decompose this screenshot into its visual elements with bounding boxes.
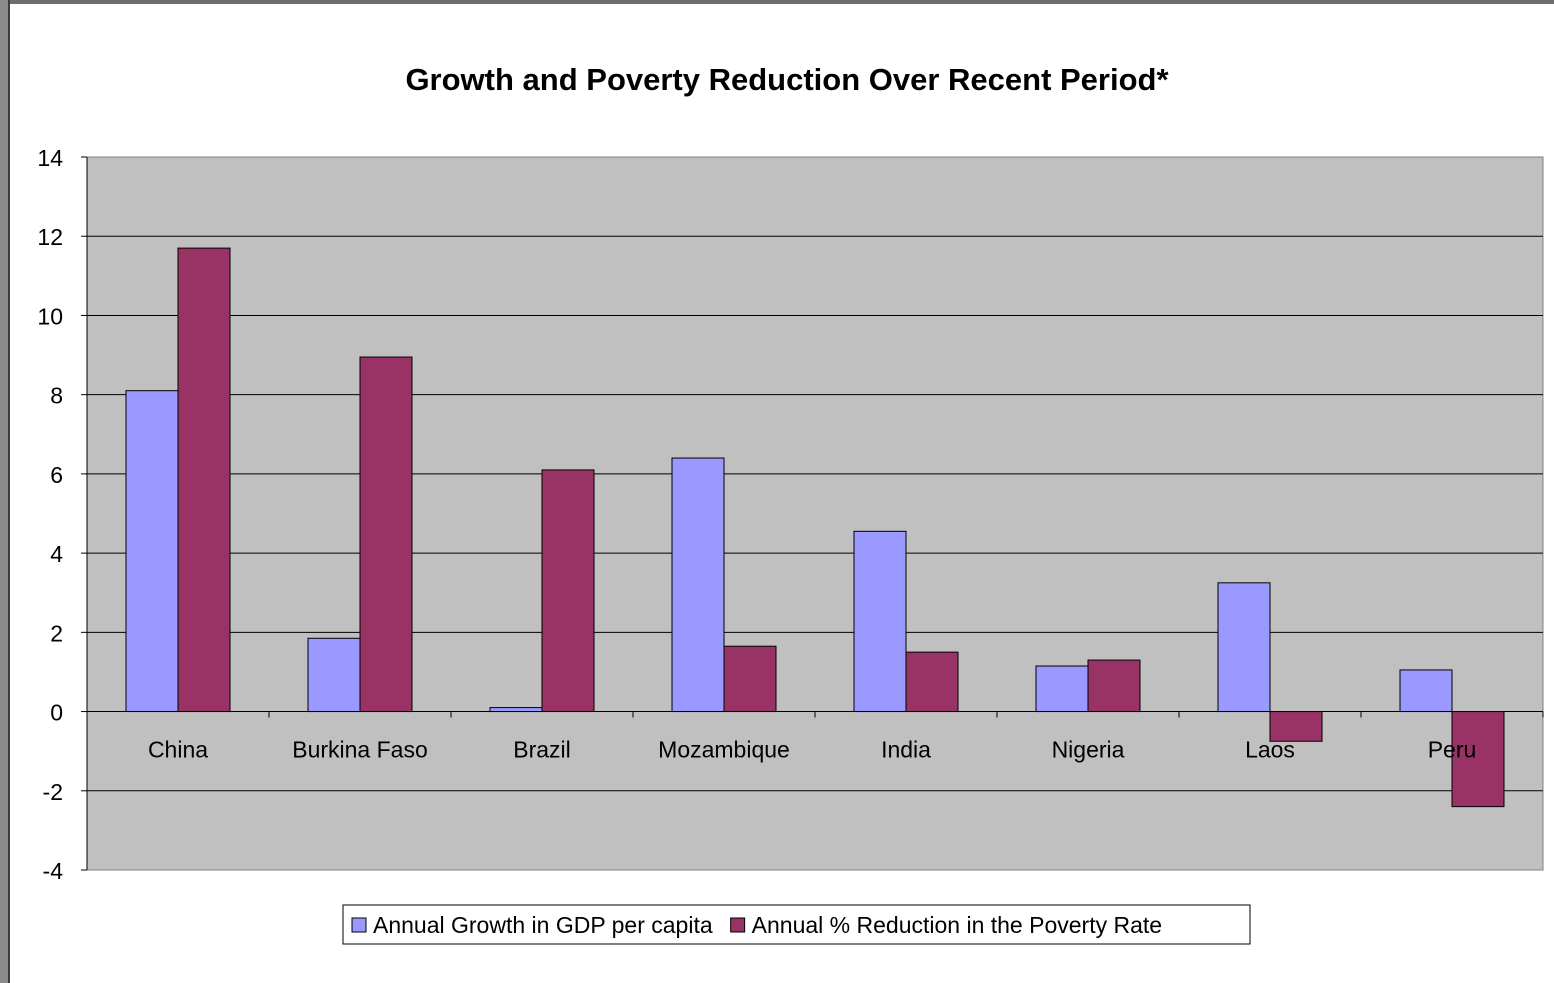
legend-box [342,904,1251,945]
axes: -4 -2 0 2 4 6 8 10 12 14 China Burkina Faso Brazil Mo… [37,145,1544,884]
bar-poverty-reduction-india [905,651,959,713]
y-tick-label: 4 [50,541,63,567]
y-tick-label: -2 [43,779,63,805]
bar-gdp-growth-china [125,390,179,713]
window-border-top [0,0,1554,4]
y-tick-label: 14 [37,145,63,171]
x-category-label: Peru [1428,737,1477,763]
y-tick-label: 2 [50,620,63,646]
legend: Annual Growth in GDP per capita Annual % … [342,904,1251,945]
y-tick-label: -4 [43,858,64,884]
legend-swatch [730,917,746,933]
x-category-label: Brazil [513,737,571,763]
bar-poverty-reduction-peru [1451,711,1505,808]
bar-gdp-growth-india [853,530,907,713]
x-category-label: Laos [1245,737,1295,763]
bar-gdp-growth-nigeria [1035,665,1089,713]
bar-poverty-reduction-laos [1269,711,1323,742]
window-border-left [0,0,10,983]
y-tick-label: 6 [50,462,63,488]
bar-gdp-growth-brazil [489,707,543,713]
chart-title: Growth and Poverty Reduction Over Recent… [405,62,1169,97]
bar-poverty-reduction-burkina-faso [359,356,413,713]
bar-gdp-growth-laos [1217,582,1271,713]
bar-gdp-growth-burkina-faso [307,637,361,713]
plot-area [86,156,1544,871]
x-category-label: India [881,737,931,763]
x-category-label: China [148,737,208,763]
x-category-label: Mozambique [658,737,790,763]
bar-poverty-reduction-mozambique [723,645,777,713]
bar-poverty-reduction-china [177,247,231,713]
bar-gdp-growth-mozambique [671,457,725,713]
bar-poverty-reduction-brazil [541,469,595,713]
bar-poverty-reduction-nigeria [1087,659,1141,713]
x-category-label: Burkina Faso [292,737,428,763]
y-tick-label: 12 [37,224,63,250]
bars [125,247,1505,808]
window-border-left-shadow [8,0,10,983]
bar-gdp-growth-peru [1399,669,1453,713]
y-tick-label: 8 [50,383,63,409]
x-category-label: Nigeria [1052,737,1125,763]
legend-label: Annual % Reduction in the Poverty Rate [752,912,1162,938]
y-tick-label: 0 [50,700,63,726]
legend-swatch [351,917,367,933]
legend-label: Annual Growth in GDP per capita [373,912,713,938]
y-tick-label: 10 [37,303,63,329]
